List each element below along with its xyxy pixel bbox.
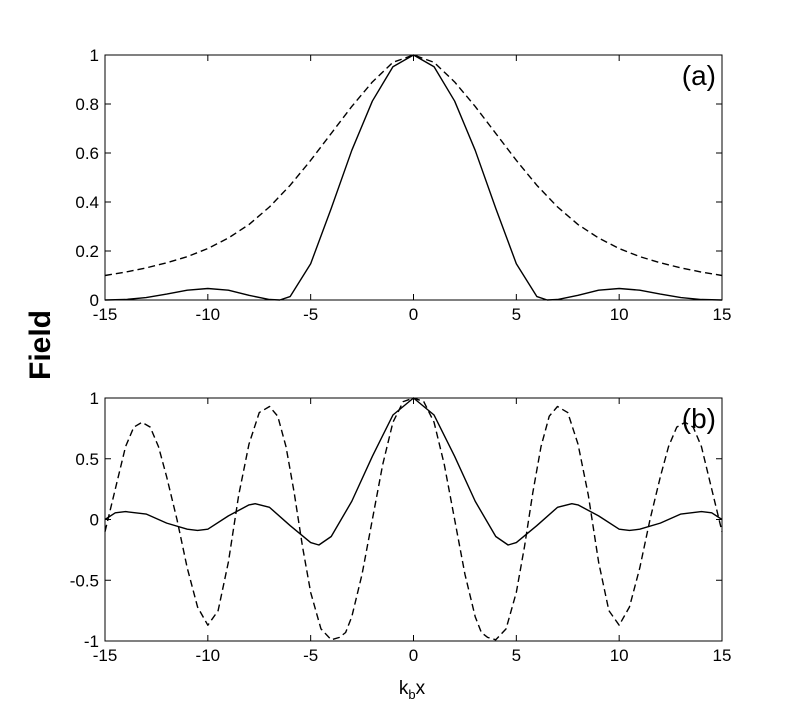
x-tick-label: -5 <box>303 646 318 665</box>
x-tick-label: 5 <box>512 646 521 665</box>
x-tick-label: -10 <box>196 305 221 324</box>
x-tick-label: 0 <box>409 305 418 324</box>
panel-a: -15 -10 -5 0 5 10 15 0 0.2 0.4 0.6 0.8 1 (a) <box>75 46 731 324</box>
x-tick-label: 15 <box>713 305 732 324</box>
y-tick-label: 1 <box>90 389 99 408</box>
x-tick-label: 0 <box>409 646 418 665</box>
y-tick-label: 0.2 <box>75 242 99 261</box>
y-tick-label: -1 <box>84 632 99 651</box>
x-tick-label: -15 <box>93 646 118 665</box>
y-tick-label: 0.6 <box>75 144 99 163</box>
x-tick-label: -15 <box>93 305 118 324</box>
panel-b: -15 -10 -5 0 5 10 15 -1 -0.5 0 0.5 1 (b) <box>70 389 732 665</box>
x-tick-label: 10 <box>610 646 629 665</box>
series-line-dashed <box>104 397 723 641</box>
x-axis-label: kbx <box>399 678 426 702</box>
x-tick-label: 5 <box>512 305 521 324</box>
y-tick-label: 0.8 <box>75 95 99 114</box>
x-tick-label: 10 <box>610 305 629 324</box>
y-tick-label: 0.4 <box>75 193 99 212</box>
series-line-solid <box>104 54 723 301</box>
y-tick-label: 0 <box>90 291 99 310</box>
y-tick-label: 1 <box>90 46 99 65</box>
panel-label: (b) <box>682 403 716 434</box>
x-axis-label-main: k <box>399 678 409 699</box>
y-tick-label: 0.5 <box>75 450 99 469</box>
x-tick-label: -10 <box>196 646 221 665</box>
x-axis-label-tail: x <box>416 678 426 699</box>
y-tick-label: -0.5 <box>70 571 99 590</box>
y-axis-label: Field <box>24 310 57 380</box>
y-tick-label: 0 <box>90 511 99 530</box>
x-tick-label: -5 <box>303 305 318 324</box>
x-axis-label-subscript: b <box>408 687 415 702</box>
x-tick-label: 15 <box>713 646 732 665</box>
panel-label: (a) <box>682 60 716 91</box>
